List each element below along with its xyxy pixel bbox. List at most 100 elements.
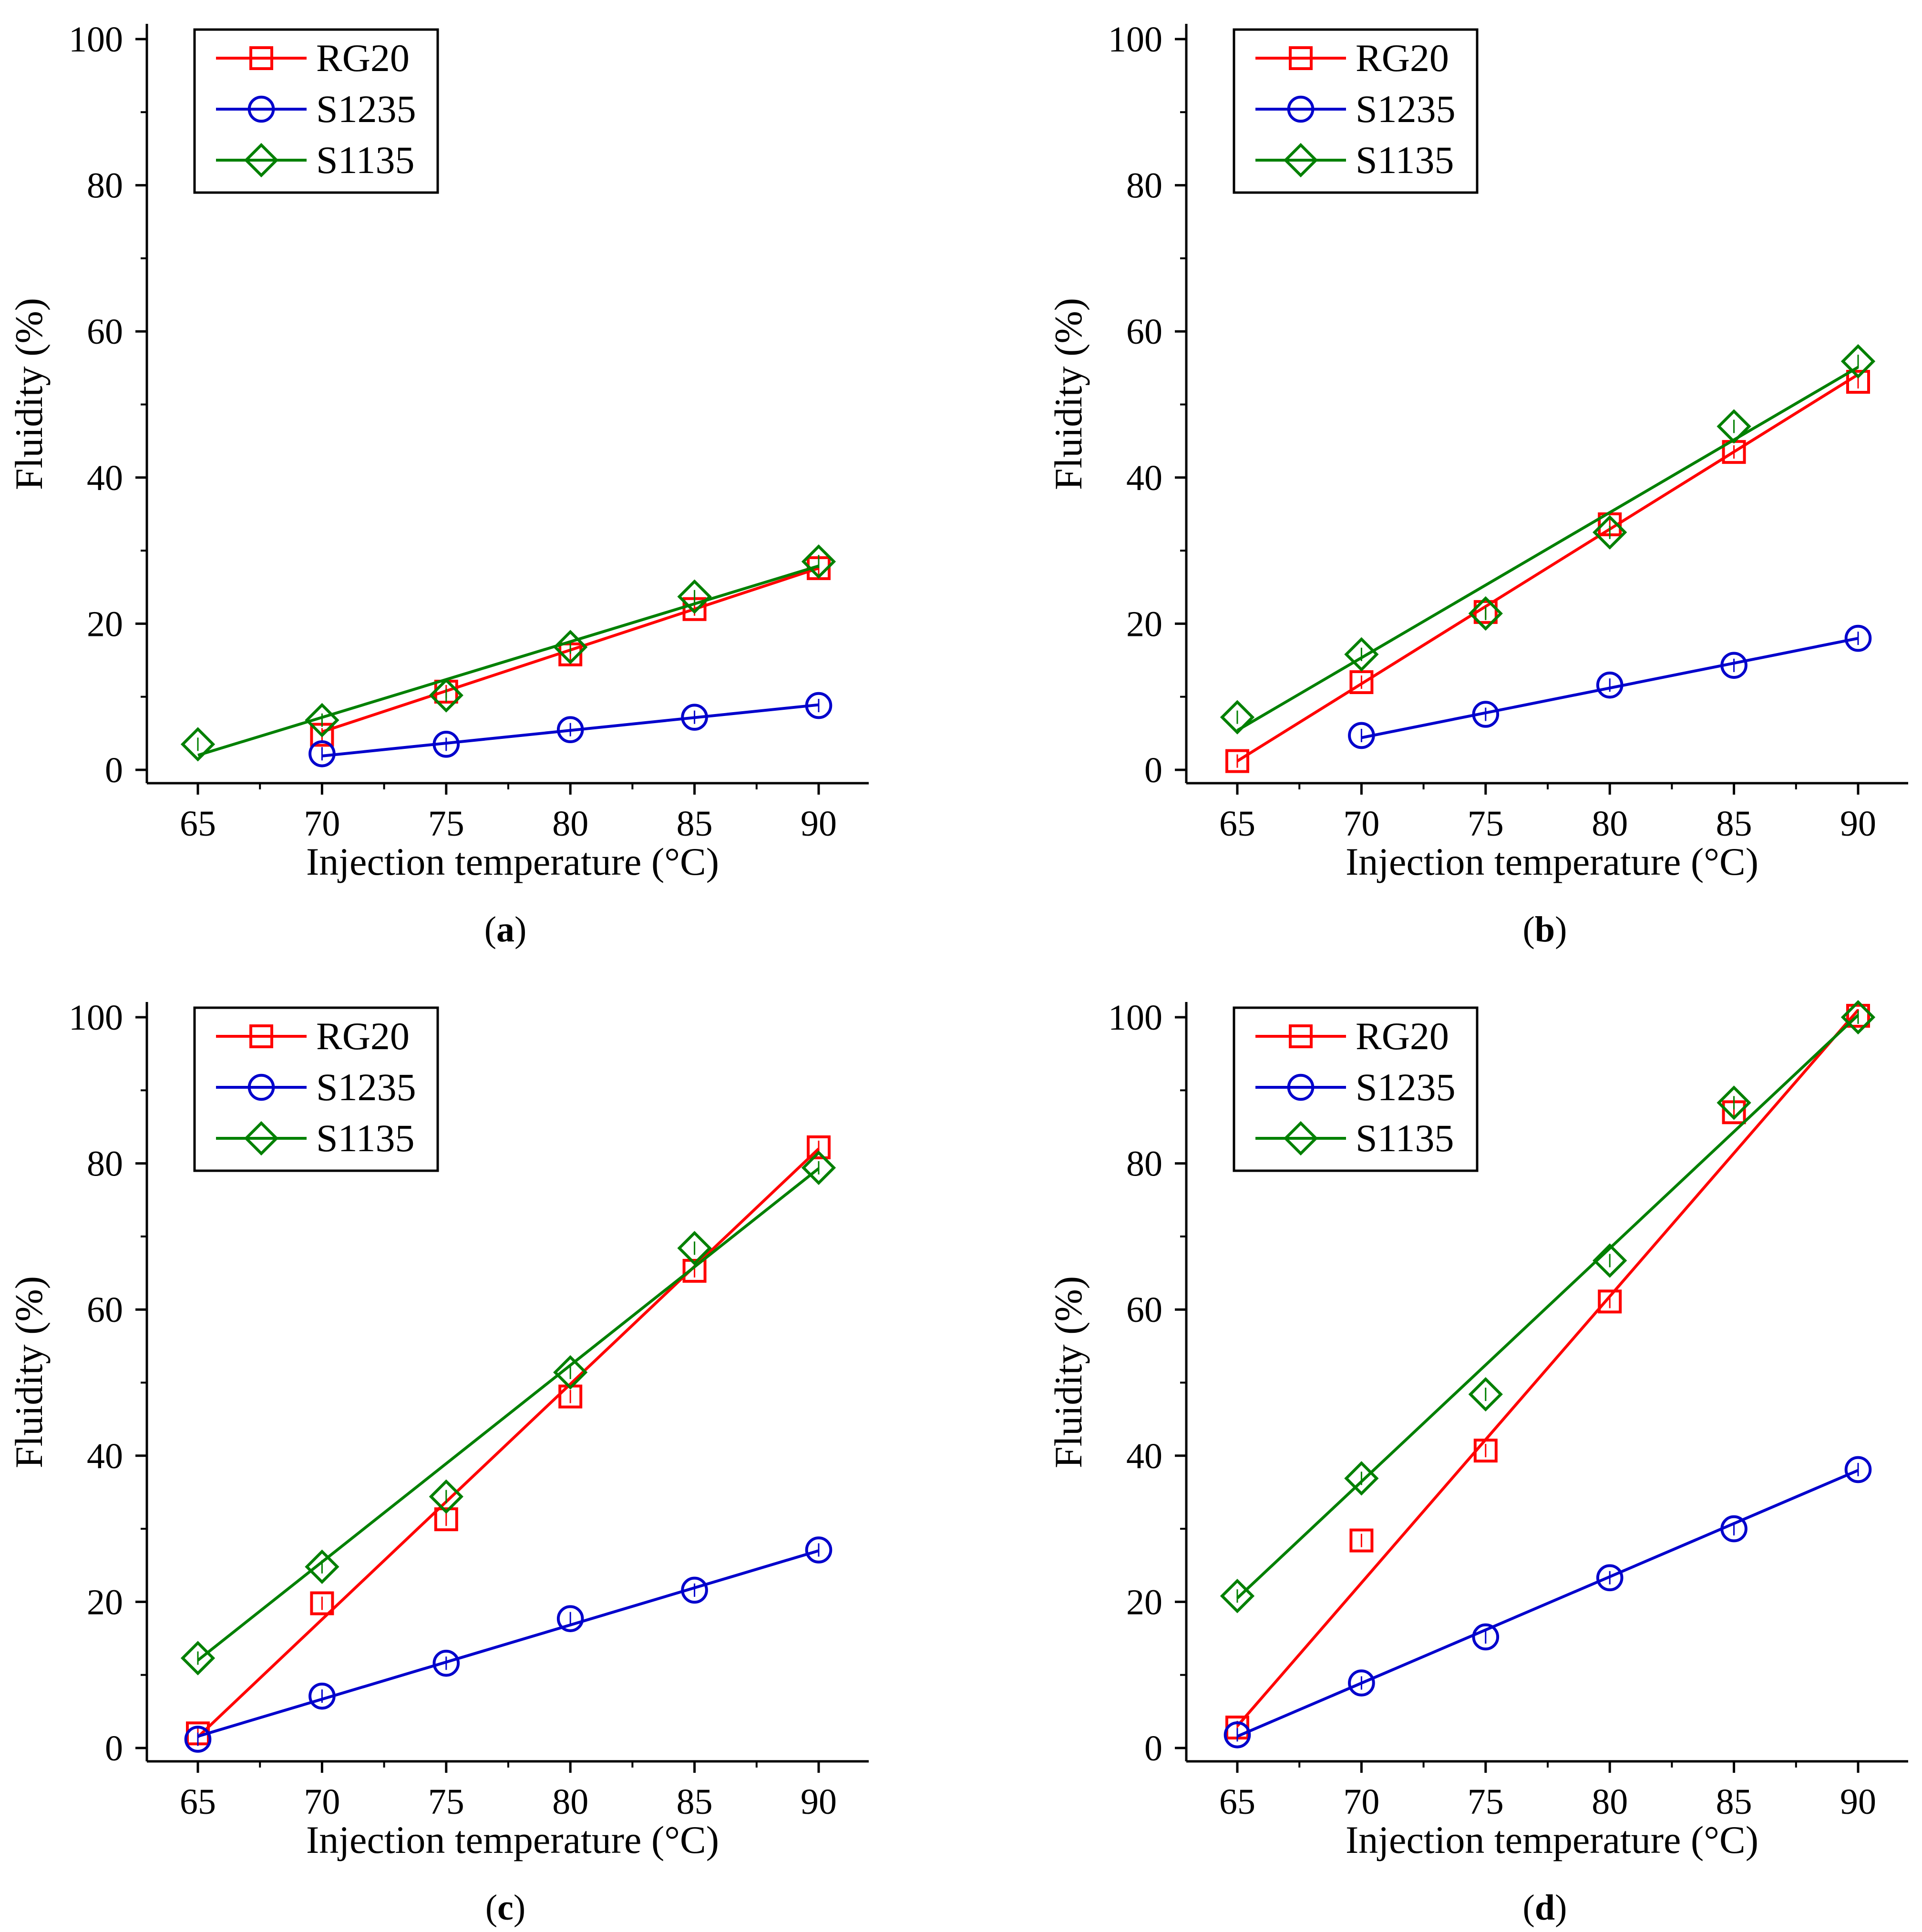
legend-marker-S1135 <box>1283 143 1318 178</box>
x-tick-label: 80 <box>552 1782 588 1822</box>
series-RG20 <box>186 1135 831 1746</box>
legend-label-S1135: S1135 <box>316 1116 415 1160</box>
x-tick-label: 85 <box>1716 1782 1752 1822</box>
chart-panel-b: 0 20 40 60 80 100 65 70 75 80 85 90 Injection temper… <box>1047 20 1908 950</box>
legend-label-S1135: S1135 <box>1356 1116 1454 1160</box>
panel-label: (a) <box>484 910 527 950</box>
panel-label-open: ( <box>484 910 496 950</box>
legend: RG20 S1235 S1135 <box>193 1006 439 1172</box>
x-tick-label: 75 <box>428 804 464 844</box>
legend-box <box>1233 28 1479 194</box>
x-tick-label: 65 <box>180 804 216 844</box>
x-tick-label: 65 <box>180 1782 216 1822</box>
legend-marker-S1235 <box>247 95 275 123</box>
legend-label-S1235: S1235 <box>316 1065 416 1109</box>
y-tick-label: 100 <box>1108 20 1162 60</box>
panel-label-open: ( <box>1523 1888 1535 1928</box>
data-point-S1135 <box>677 1231 712 1266</box>
data-point-S1135 <box>1220 700 1255 735</box>
legend-marker-S1235 <box>1287 1073 1315 1101</box>
x-tick-label: 75 <box>1468 1782 1504 1822</box>
legend-marker-S1135 <box>244 143 279 178</box>
x-tick-label: 75 <box>428 1782 464 1822</box>
legend-label-RG20: RG20 <box>1356 36 1449 80</box>
y-tick-label: 0 <box>1144 1728 1162 1768</box>
x-axis-label: Injection temperature (°C) <box>306 840 719 883</box>
legend-label-RG20: RG20 <box>1356 1014 1449 1058</box>
data-point-S1135 <box>1840 1000 1876 1035</box>
x-tick-label: 75 <box>1468 804 1504 844</box>
y-tick-label: 20 <box>87 604 123 644</box>
data-point-S1135 <box>801 1150 836 1185</box>
legend-label-RG20: RG20 <box>316 1014 410 1058</box>
x-tick-label: 85 <box>677 804 713 844</box>
data-point-S1235 <box>1844 624 1872 652</box>
y-axis-label: Fluidity (%) <box>7 1276 51 1468</box>
y-tick-label: 60 <box>87 312 123 352</box>
legend-marker-RG20 <box>249 1024 273 1048</box>
data-point-S1135 <box>677 579 712 614</box>
legend-label-S1235: S1235 <box>1356 87 1456 131</box>
panel-label-letter: a <box>496 910 514 950</box>
data-point-S1135 <box>180 727 216 762</box>
data-point-S1235 <box>1348 722 1375 749</box>
data-point-S1135 <box>1593 1243 1627 1278</box>
legend-marker-S1135 <box>244 1121 279 1156</box>
data-point-S1135 <box>1468 1377 1503 1412</box>
y-tick-label: 0 <box>1144 750 1162 790</box>
data-point-S1235 <box>805 1536 833 1564</box>
chart-panel-d: 0 20 40 60 80 100 65 70 75 80 85 90 Injection temper… <box>1047 998 1908 1928</box>
y-tick-label: 80 <box>87 166 123 206</box>
data-point-RG20 <box>1846 1003 1870 1028</box>
x-tick-label: 65 <box>1219 804 1255 844</box>
fit-line-S1135 <box>197 564 819 757</box>
fit-line-S1235 <box>1236 1469 1859 1738</box>
panel-label-close: ) <box>1555 1888 1567 1928</box>
legend-marker-RG20 <box>249 46 273 70</box>
fit-line-S1235 <box>197 1549 819 1738</box>
x-tick-label: 90 <box>1840 804 1876 844</box>
series-RG20 <box>1225 369 1870 773</box>
data-point-S1235 <box>1596 1564 1624 1592</box>
fit-line-RG20 <box>196 1147 820 1738</box>
data-point-S1135 <box>1593 515 1627 550</box>
x-tick-label: 70 <box>304 1782 340 1822</box>
data-point-S1235 <box>681 1576 708 1604</box>
fit-line-RG20 <box>1236 1009 1860 1727</box>
data-point-S1135 <box>1716 409 1751 444</box>
x-tick-label: 70 <box>1343 804 1379 844</box>
data-point-S1135 <box>553 630 588 664</box>
legend-marker-RG20 <box>1289 1024 1313 1048</box>
legend: RG20 S1235 S1135 <box>1233 28 1479 194</box>
y-tick-label: 40 <box>87 458 123 498</box>
data-point-S1135 <box>801 544 836 579</box>
x-tick-label: 90 <box>801 1782 837 1822</box>
data-point-S1135 <box>1344 637 1379 672</box>
data-point-S1135 <box>180 1641 216 1676</box>
data-point-S1135 <box>1716 1085 1751 1120</box>
y-axis-label: Fluidity (%) <box>7 298 51 490</box>
x-tick-label: 65 <box>1219 1782 1255 1822</box>
series-S1235 <box>1348 624 1872 749</box>
legend-label-S1135: S1135 <box>1356 138 1454 182</box>
panel-label-open: ( <box>485 1888 497 1928</box>
chart-panel-c: 0 20 40 60 80 100 65 70 75 80 85 90 Injection temper… <box>7 998 869 1928</box>
panel-label: (b) <box>1523 910 1567 950</box>
data-point-RG20 <box>1349 1528 1374 1553</box>
data-point-S1135 <box>1344 1461 1379 1496</box>
legend-label-RG20: RG20 <box>316 36 410 80</box>
data-point-RG20 <box>1473 1439 1498 1463</box>
x-tick-label: 85 <box>677 1782 713 1822</box>
panel-label-close: ) <box>514 1888 525 1928</box>
x-tick-label: 90 <box>801 804 837 844</box>
series-RG20 <box>1225 1003 1870 1740</box>
data-point-S1235 <box>308 1682 336 1710</box>
data-point-RG20 <box>1225 749 1249 773</box>
y-tick-label: 100 <box>69 998 123 1038</box>
data-point-RG20 <box>1846 369 1870 394</box>
y-tick-label: 20 <box>1126 1582 1162 1622</box>
x-axis-label: Injection temperature (°C) <box>306 1818 719 1861</box>
data-point-S1135 <box>1220 1578 1255 1614</box>
series-S1235 <box>184 1536 833 1753</box>
y-axis-label: Fluidity (%) <box>1047 1276 1090 1468</box>
